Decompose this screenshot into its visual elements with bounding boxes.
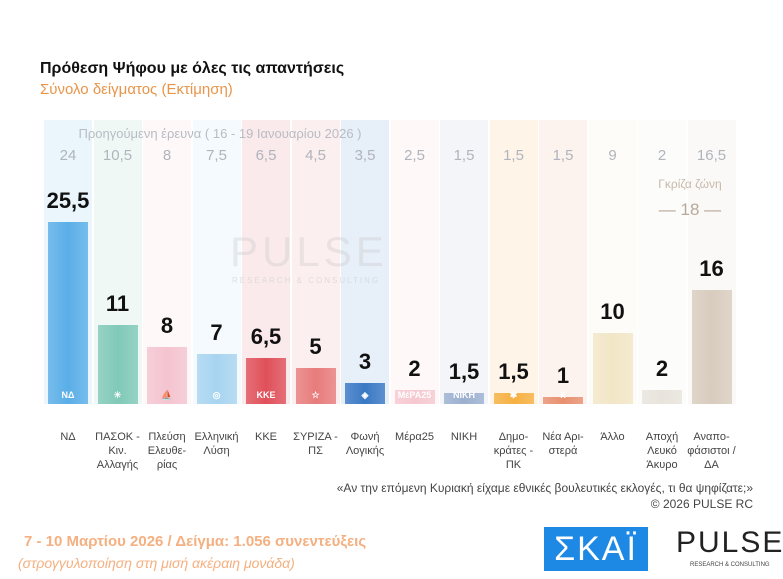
skai-logo: ΣΚΑΪ (544, 527, 648, 571)
category-label: Φωνή Λογικής (345, 431, 385, 457)
column-band (539, 120, 587, 404)
pulse-logo-sub: RESEARCH & CONSULTING (690, 562, 770, 568)
party-logo: ΜέΡΑ25 (397, 390, 432, 400)
category-label: Δημο- κράτες - ΠΚ (493, 431, 534, 471)
category-label: ΝΔ (60, 431, 76, 443)
value-label: 1,5 (498, 359, 529, 385)
value-label: 16 (699, 255, 724, 281)
previous-value: 4,5 (305, 147, 326, 164)
category-label: ΣΥΡΙΖΑ - ΠΣ (293, 431, 338, 457)
category-label: Αποχή Λευκό Άκυρο (645, 431, 679, 471)
party-logo: ☆ (311, 390, 320, 400)
previous-value: 24 (59, 147, 77, 164)
bar (642, 389, 682, 404)
bar (493, 393, 534, 404)
chart-subtitle: Σύνολο δείγματος (Εκτίμηση) (40, 81, 233, 98)
column-band (341, 120, 389, 404)
category-label: ΝΙΚΗ (450, 431, 478, 443)
value-label: 11 (105, 291, 130, 317)
category-label: ΚΚΕ (254, 431, 277, 443)
bar (295, 368, 336, 404)
survey-dates-sample: 7 - 10 Μαρτίου 2026 / Δείγμα: 1.056 συνε… (24, 533, 367, 550)
bar (394, 389, 435, 404)
category-label: Νέα Αρι- στερά (542, 431, 584, 457)
previous-survey-label: Προηγούμενη έρευνα ( 16 - 19 Ιανουαρίου … (78, 126, 362, 141)
pulse-watermark: PULSE (230, 228, 388, 275)
value-label: 8 (160, 312, 174, 338)
bar (196, 354, 237, 404)
column-band (242, 120, 290, 404)
category-label: Άλλο (600, 431, 625, 443)
grey-zone-value: — 18 — (658, 200, 722, 219)
value-label: 7 (210, 320, 223, 346)
chart-title: Πρόθεση Ψήφου με όλες τις απαντήσεις (40, 60, 345, 77)
bar (543, 396, 583, 404)
value-label: 6,5 (250, 323, 282, 349)
column-band (489, 120, 538, 404)
category-label: ΠΑΣΟΚ - Κιν. Αλλαγής (95, 431, 140, 471)
value-label: 1,5 (448, 359, 480, 385)
previous-value: 6,5 (255, 147, 277, 164)
previous-value: 16,5 (696, 147, 727, 164)
value-label: 10 (600, 298, 625, 324)
previous-value: 3,5 (354, 147, 376, 164)
column-band (638, 120, 686, 404)
previous-value: 2 (657, 147, 667, 164)
party-logo: К (560, 390, 566, 400)
previous-value: 9 (608, 147, 617, 164)
party-logo: ✱ (509, 390, 518, 400)
value-label: 3 (358, 348, 372, 374)
pulse-logo: PULSE (676, 526, 783, 559)
grey-zone-number: 18 (680, 200, 700, 219)
survey-question: «Αν την επόμενη Κυριακή είχαμε εθνικές β… (336, 481, 753, 495)
grey-zone-label: Γκρίζα ζώνη (658, 177, 722, 191)
bar (97, 325, 138, 404)
party-logo: ΝΔ (61, 390, 75, 400)
bar (48, 221, 88, 404)
previous-value: 8 (162, 147, 172, 164)
column-band (440, 120, 488, 404)
bar (444, 393, 484, 404)
value-label: 25,5 (46, 187, 90, 213)
bar (345, 382, 385, 404)
bar (592, 332, 633, 404)
bar (246, 357, 286, 404)
category-label: Πλεύση Ελευθε- ρίας (147, 431, 187, 471)
value-label: 2 (408, 355, 421, 381)
party-logo: ◈ (361, 390, 369, 400)
category-label: Μέρα25 (395, 431, 434, 443)
value-label: 5 (309, 334, 322, 360)
bar (691, 289, 732, 404)
previous-value: 7,5 (206, 147, 227, 164)
bar (147, 346, 187, 404)
rounding-note: (στρογγυλοποίηση στη μισή ακέραιη μονάδα… (18, 555, 295, 571)
party-logo: ◎ (212, 390, 221, 400)
previous-value: 1,5 (552, 147, 574, 164)
category-label: Ελληνική Λύση (194, 431, 239, 457)
party-logo: ΝΙΚΗ (453, 390, 475, 400)
pulse-watermark-sub: RESEARCH & CONSULTING (232, 276, 381, 285)
previous-value: 1,5 (453, 147, 475, 164)
previous-value: 1,5 (503, 147, 524, 164)
previous-value: 2,5 (404, 147, 425, 164)
column-band (390, 120, 439, 404)
previous-value: 10,5 (102, 147, 133, 164)
copyright: © 2026 PULSE RC (650, 497, 753, 511)
party-logo: ΚΚΕ (256, 390, 276, 400)
party-logo: ⛵ (161, 390, 173, 400)
category-label: Αναπο- φάσιστοι / ΔΑ (687, 431, 736, 471)
value-label: 1 (556, 362, 570, 388)
party-logo: ☀ (113, 390, 122, 400)
column-band (291, 120, 340, 404)
value-label: 2 (655, 355, 669, 381)
